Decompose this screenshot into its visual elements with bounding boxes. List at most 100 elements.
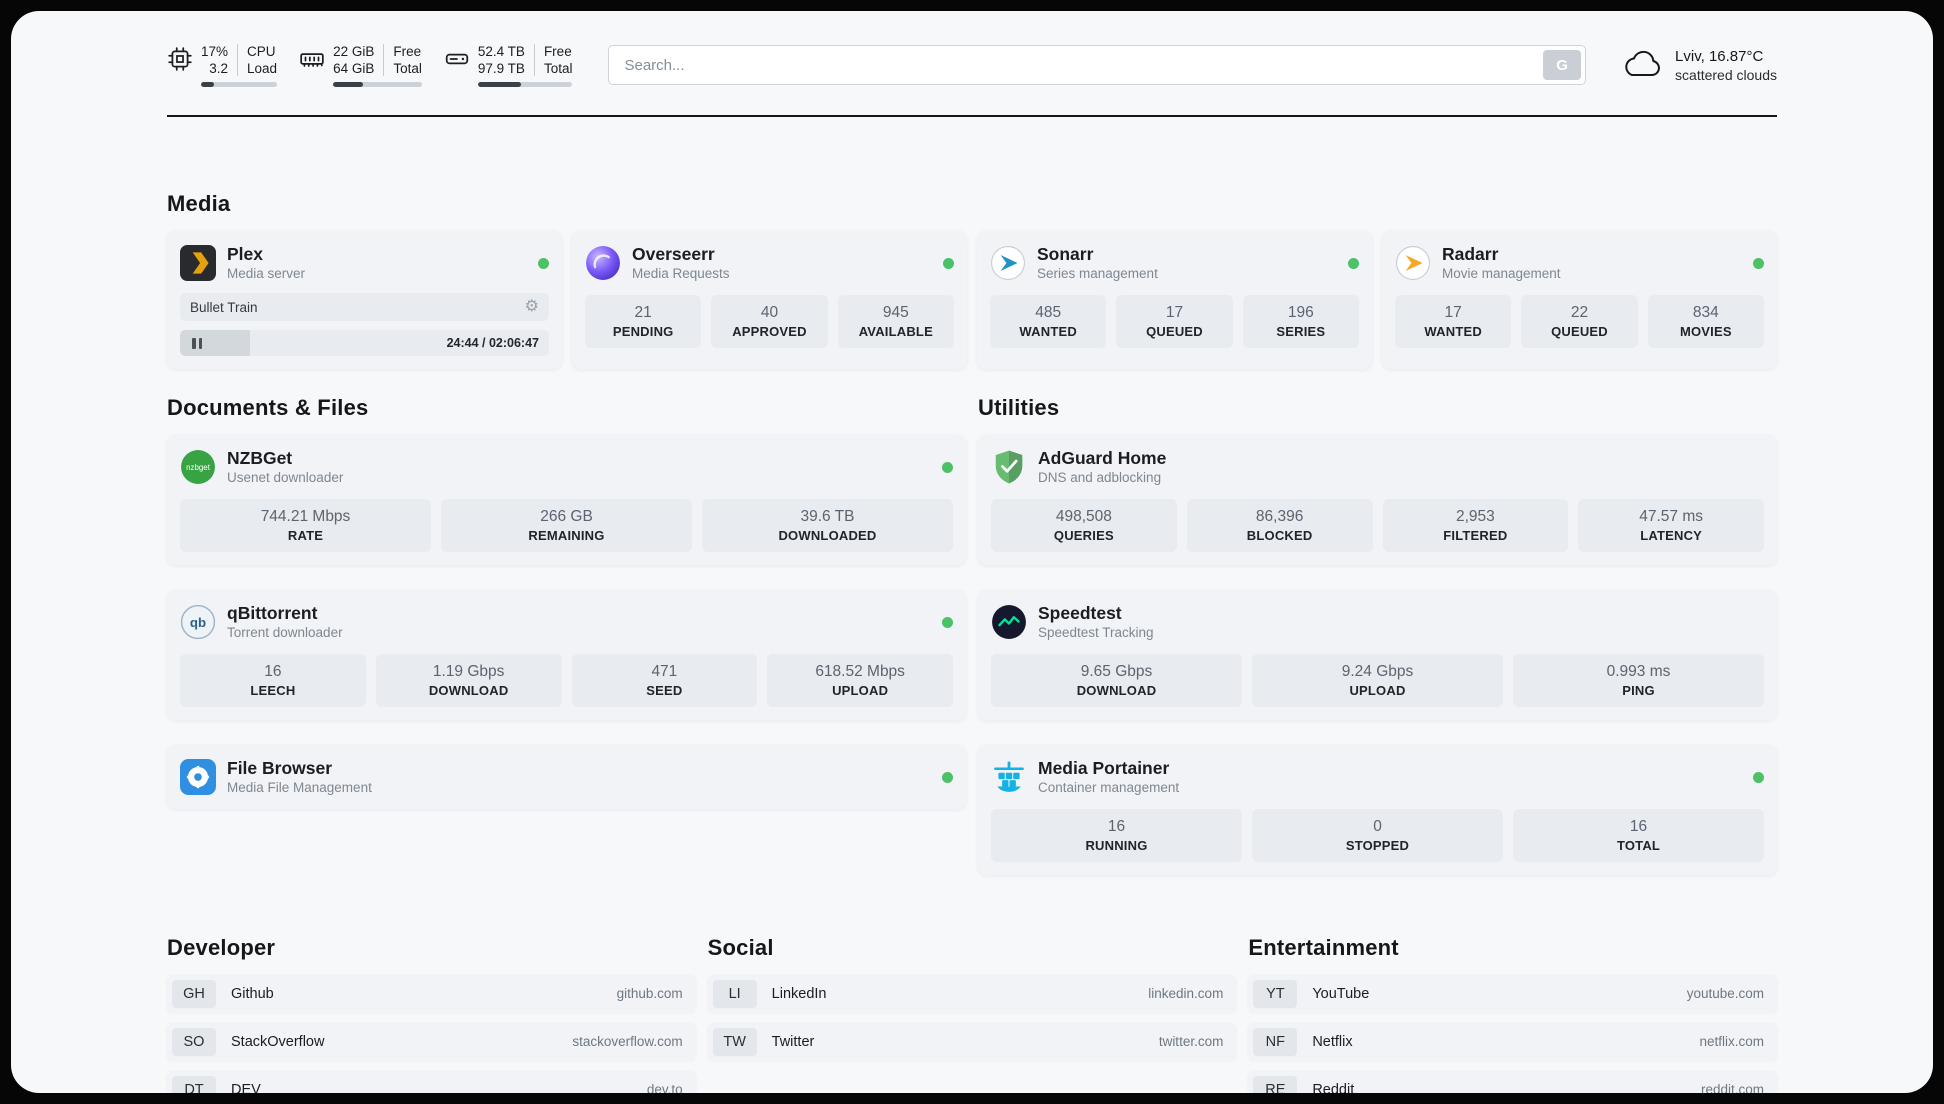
now-playing-row: Bullet Train ⚙ xyxy=(180,293,549,321)
svg-text:nzbget: nzbget xyxy=(186,463,211,472)
bookmark-linkedin[interactable]: LI LinkedIn linkedin.com xyxy=(707,975,1237,1012)
bookmark-abbr: RE xyxy=(1253,1075,1298,1093)
search-input[interactable] xyxy=(608,45,1587,85)
bookmark-abbr: SO xyxy=(172,1027,216,1056)
app-name: qBittorrent xyxy=(227,603,318,623)
value-label-divider xyxy=(383,44,385,76)
plex-card[interactable]: Plex Media server Bullet Train ⚙ xyxy=(167,231,562,369)
stat-upload: 9.24 Gbps UPLOAD xyxy=(1252,654,1503,707)
stat-download: 1.19 Gbps DOWNLOAD xyxy=(375,654,562,707)
section-media: Media Plex Media server xyxy=(167,191,1777,369)
disk-icon xyxy=(445,53,469,65)
bookmark-reddit[interactable]: RE Reddit reddit.com xyxy=(1248,1071,1777,1093)
app-name: Sonarr xyxy=(1037,244,1094,264)
bookmark-url: linkedin.com xyxy=(1148,986,1224,1001)
stat-running: 16 RUNNING xyxy=(991,809,1242,862)
app-subtitle: DNS and adblocking xyxy=(1038,470,1162,485)
overseerr-card[interactable]: Overseerr Media Requests 21 PENDING 40 A… xyxy=(572,231,967,369)
nzbget-card[interactable]: nzbget NZBGet Usenet downloader 744.21 M… xyxy=(167,435,966,565)
stat-ping: 0.993 ms PING xyxy=(1513,654,1764,707)
status-dot-online xyxy=(1753,257,1764,269)
stat-remaining: 266 GB REMAINING xyxy=(441,499,692,552)
portainer-card[interactable]: Media Portainer Container management 16 … xyxy=(978,745,1777,875)
bookmark-name: Twitter xyxy=(771,1033,815,1050)
app-subtitle: Speedtest Tracking xyxy=(1038,625,1154,640)
ram-free-label: Free xyxy=(393,44,422,59)
stat-seed: 471 SEED xyxy=(571,654,758,707)
section-social: Social LI LinkedIn linkedin.com TW Twitt… xyxy=(707,935,1237,1071)
bookmark-url: stackoverflow.com xyxy=(572,1034,683,1049)
playback-progress-bar[interactable]: 24:44 / 02:06:47 xyxy=(180,330,549,356)
status-dot-online xyxy=(538,257,549,269)
disk-total-value: 97.9 TB xyxy=(477,61,525,76)
cpu-usage-value: 17% xyxy=(201,44,229,59)
developer-section-title: Developer xyxy=(167,935,276,960)
qbittorrent-card[interactable]: qb qBittorrent Torrent downloader 16 LEE… xyxy=(167,590,966,720)
bookmark-url: github.com xyxy=(616,986,683,1001)
stat-queries: 498,508 QUERIES xyxy=(991,499,1177,552)
header-bar: 17% 3.2 CPU Load xyxy=(167,11,1777,87)
pause-button[interactable] xyxy=(180,337,214,349)
documents-section-title: Documents & Files xyxy=(167,395,369,420)
speedtest-icon xyxy=(992,605,1026,639)
disk-total-label: Total xyxy=(543,61,573,76)
bookmark-netflix[interactable]: NF Netflix netflix.com xyxy=(1248,1023,1777,1060)
bookmark-dev[interactable]: DT DEV dev.to xyxy=(167,1071,696,1093)
stat-wanted: 17 WANTED xyxy=(1395,295,1512,348)
overseerr-icon xyxy=(586,246,620,280)
filebrowser-card[interactable]: File Browser Media File Management xyxy=(167,745,966,809)
pause-icon xyxy=(192,337,196,349)
portainer-icon xyxy=(994,761,1024,792)
dashboard-page: 17% 3.2 CPU Load xyxy=(11,11,1933,1093)
cloud-icon xyxy=(1625,50,1660,76)
sonarr-card[interactable]: Sonarr Series management 485 WANTED 17 Q… xyxy=(977,231,1372,369)
nzbget-icon: nzbget xyxy=(181,450,215,484)
app-name: Media Portainer xyxy=(1038,758,1170,778)
stat-latency: 47.57 ms LATENCY xyxy=(1578,499,1764,552)
playback-time: 24:44 / 02:06:47 xyxy=(446,336,539,350)
status-dot-online xyxy=(942,771,953,783)
radarr-card[interactable]: Radarr Movie management 17 WANTED 22 QUE… xyxy=(1382,231,1777,369)
app-subtitle: Media server xyxy=(227,266,306,281)
cpu-load-label: Load xyxy=(247,61,278,76)
ram-free-value: 22 GiB xyxy=(333,44,375,59)
app-name: Plex xyxy=(227,244,263,264)
bookmark-github[interactable]: GH Github github.com xyxy=(167,975,696,1012)
stat-upload: 618.52 Mbps UPLOAD xyxy=(767,654,953,707)
search-box: G xyxy=(608,45,1587,85)
value-label-divider xyxy=(237,44,239,76)
ram-progress-fill xyxy=(333,82,364,87)
gear-icon[interactable]: ⚙ xyxy=(524,298,539,315)
stat-filtered: 2,953 FILTERED xyxy=(1382,499,1569,552)
social-section-title: Social xyxy=(707,935,774,960)
bookmark-youtube[interactable]: YT YouTube youtube.com xyxy=(1248,975,1777,1012)
stat-approved: 40 APPROVED xyxy=(711,295,828,348)
search-engine-button[interactable]: G xyxy=(1543,50,1582,80)
adguard-icon xyxy=(995,450,1023,484)
bookmark-twitter[interactable]: TW Twitter twitter.com xyxy=(707,1023,1237,1060)
speedtest-card[interactable]: Speedtest Speedtest Tracking 9.65 Gbps D… xyxy=(978,590,1777,720)
bookmark-stackoverflow[interactable]: SO StackOverflow stackoverflow.com xyxy=(167,1023,696,1060)
app-subtitle: Movie management xyxy=(1442,266,1561,281)
cpu-icon xyxy=(168,47,192,71)
stat-queued: 22 QUEUED xyxy=(1521,295,1638,348)
entertainment-section-title: Entertainment xyxy=(1248,935,1399,960)
status-dot-online xyxy=(1753,771,1764,783)
bookmark-name: StackOverflow xyxy=(231,1033,325,1050)
qbittorrent-icon: qb xyxy=(180,604,216,640)
adguard-card[interactable]: AdGuard Home DNS and adblocking 498,508 … xyxy=(978,435,1777,565)
value-label-divider xyxy=(533,44,535,76)
section-developer: Developer GH Github github.com SO StackO… xyxy=(167,935,696,1093)
app-name: File Browser xyxy=(227,758,333,778)
stat-stopped: 0 STOPPED xyxy=(1252,809,1503,862)
stat-downloaded: 39.6 TB DOWNLOADED xyxy=(702,499,953,552)
ram-total-value: 64 GiB xyxy=(333,61,375,76)
cpu-load-value: 3.2 xyxy=(209,61,229,76)
radarr-icon xyxy=(1396,246,1430,280)
ram-progress-bar xyxy=(333,82,422,87)
stat-pending: 21 PENDING xyxy=(585,295,702,348)
section-entertainment: Entertainment YT YouTube youtube.com NF … xyxy=(1248,935,1777,1093)
bookmark-url: netflix.com xyxy=(1699,1034,1764,1049)
bookmark-url: reddit.com xyxy=(1700,1082,1764,1093)
stat-leech: 16 LEECH xyxy=(180,654,366,707)
